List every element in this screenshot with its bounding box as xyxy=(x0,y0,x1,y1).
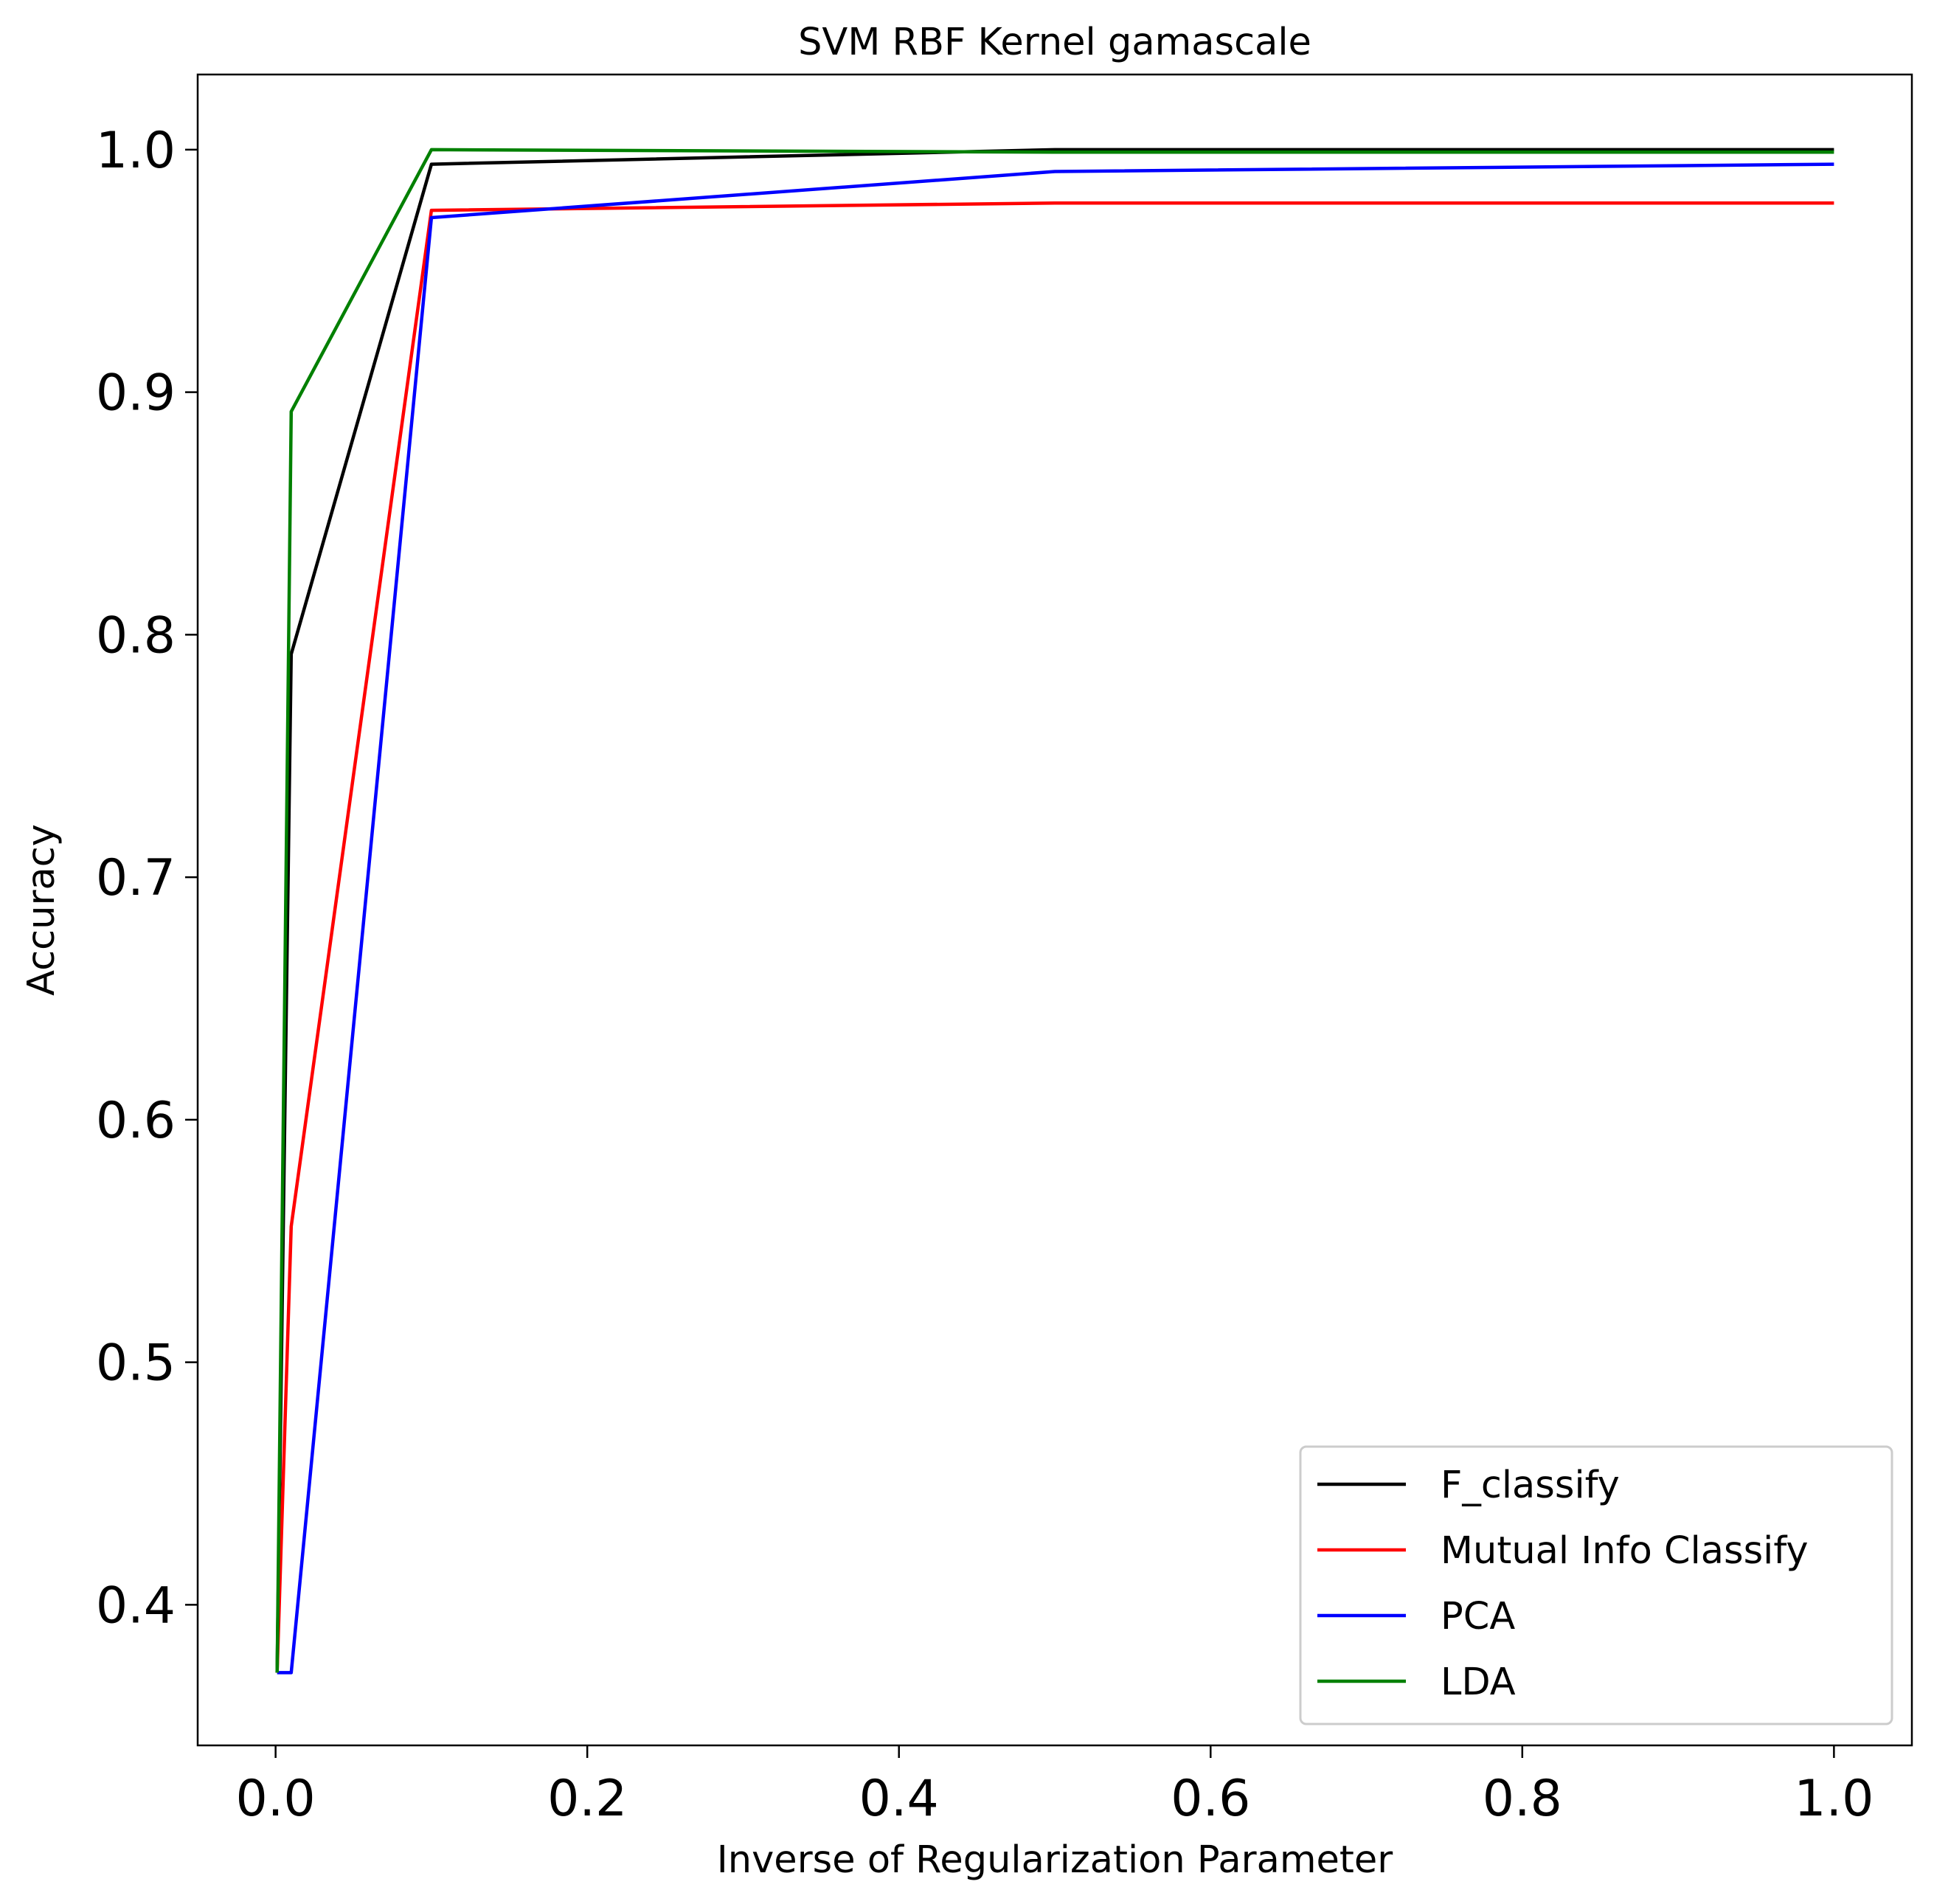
chart-title: SVM RBF Kernel gamascale xyxy=(798,21,1311,64)
y-axis-title: Accuracy xyxy=(20,824,63,996)
x-tick-label: 1.0 xyxy=(1794,1770,1874,1828)
series-line-pca xyxy=(277,162,1834,1675)
y-tick-label: 0.7 xyxy=(96,849,176,907)
series-lines xyxy=(275,148,1834,1675)
x-tick-label: 0.4 xyxy=(859,1770,939,1828)
x-axis-title: Inverse of Regularization Parameter xyxy=(717,1838,1393,1882)
series-line-lda xyxy=(275,148,1834,1673)
y-tick-label: 0.9 xyxy=(96,364,176,423)
series-line-f-classify xyxy=(275,148,1834,1673)
legend-label-f-classify: F_classify xyxy=(1441,1464,1620,1507)
y-tick-label: 0.6 xyxy=(96,1092,176,1150)
x-tick-label: 0.2 xyxy=(547,1770,627,1828)
x-tick-label: 0.0 xyxy=(236,1770,316,1828)
plot-area: 0.0 0.2 0.4 0.6 0.8 1.0 0.4 0.5 0.6 0.7 0.8 0.9 1.0 xyxy=(96,73,1913,1828)
y-tick-label: 1.0 xyxy=(96,122,176,180)
plot-frame xyxy=(196,73,1913,1747)
legend-label-mutual-info-classify: Mutual Info Classify xyxy=(1441,1529,1809,1573)
legend: F_classify Mutual Info Classify PCA LDA xyxy=(1299,1445,1893,1725)
legend-label-pca: PCA xyxy=(1441,1595,1515,1638)
y-tick-label: 0.8 xyxy=(96,606,176,665)
y-tick-label: 0.4 xyxy=(96,1576,176,1635)
series-line-mutual-info-classify xyxy=(275,201,1834,1673)
y-tick-label: 0.5 xyxy=(96,1334,176,1393)
x-tick-label: 0.6 xyxy=(1171,1770,1250,1828)
x-tick-label: 0.8 xyxy=(1483,1770,1562,1828)
legend-box xyxy=(1299,1445,1893,1725)
legend-label-lda: LDA xyxy=(1441,1661,1516,1704)
